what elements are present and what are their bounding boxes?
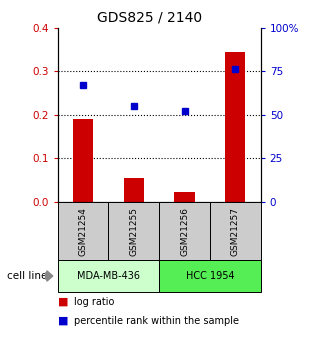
Text: percentile rank within the sample: percentile rank within the sample [74,316,239,326]
Text: ■: ■ [58,297,68,307]
Text: GSM21257: GSM21257 [231,207,240,256]
Text: GSM21256: GSM21256 [180,207,189,256]
Text: GDS825 / 2140: GDS825 / 2140 [96,10,202,24]
Text: MDA-MB-436: MDA-MB-436 [77,271,140,281]
Text: ■: ■ [58,316,68,326]
Bar [225,51,246,202]
Text: log ratio: log ratio [74,297,115,307]
Bar [124,178,144,202]
Text: GSM21254: GSM21254 [79,207,88,256]
Bar [73,119,93,202]
Text: cell line: cell line [7,271,47,281]
Bar [175,192,195,202]
Text: HCC 1954: HCC 1954 [186,271,234,281]
Text: GSM21255: GSM21255 [129,207,138,256]
